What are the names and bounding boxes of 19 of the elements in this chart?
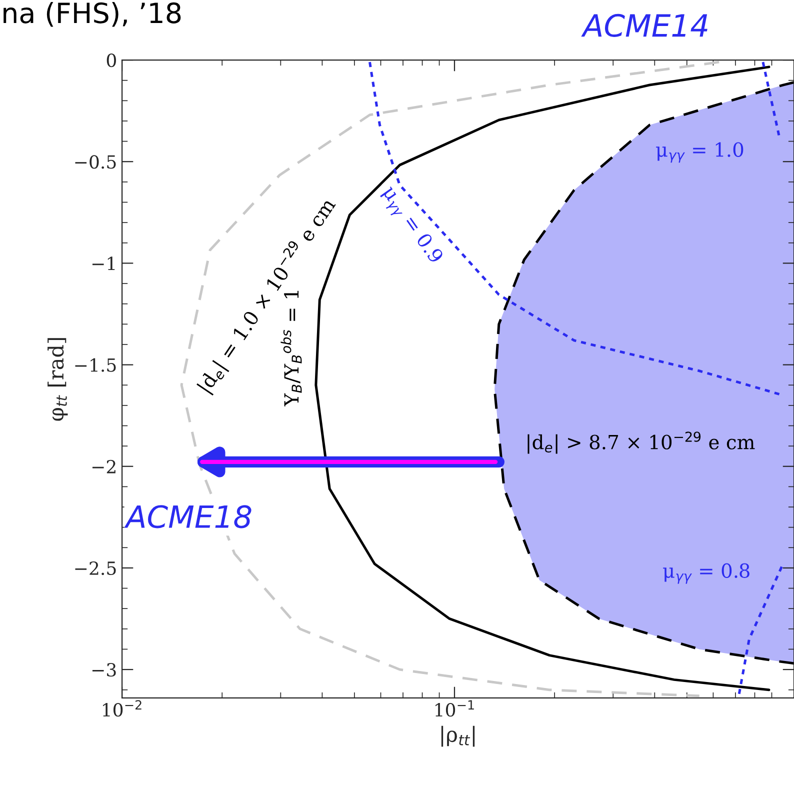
annotation: μ$_{γγ}$ = 0.8 (663, 563, 750, 584)
x-tick-label: 10$^{−2}$ (103, 700, 142, 717)
annotation: Y$_{B}$/Y$_{B}$$^{obs}$ = 1 (280, 290, 302, 406)
y-tick-label: −1.5 (75, 358, 116, 372)
text: ACME14 (581, 14, 708, 38)
annotation: μ$_{γγ}$ = 1.0 (656, 142, 744, 163)
y-tick-label: −2.5 (75, 561, 116, 576)
y-tick-label: 0 (106, 54, 116, 68)
y-tick-label: −3 (92, 662, 116, 677)
y-axis-title: φ$_{tt}$ [rad] (48, 338, 68, 421)
annotation: |d$_{e}$| > 8.7 × 10$^{−29}$ e cm (528, 432, 755, 454)
x-axis-title: |ρ$_{tt}$| (441, 726, 475, 747)
text: na (FHS), ’18 (4, 2, 181, 27)
y-tick-label: −0.5 (75, 155, 116, 169)
annotation: μ$_{γγ}$ = 0.9 (378, 184, 444, 268)
y-tick-label: −2 (92, 460, 116, 474)
annotation: ACME18 (124, 505, 252, 528)
x-tick-label: 10$^{−1}$ (435, 700, 474, 717)
y-tick-label: −1 (92, 256, 115, 270)
